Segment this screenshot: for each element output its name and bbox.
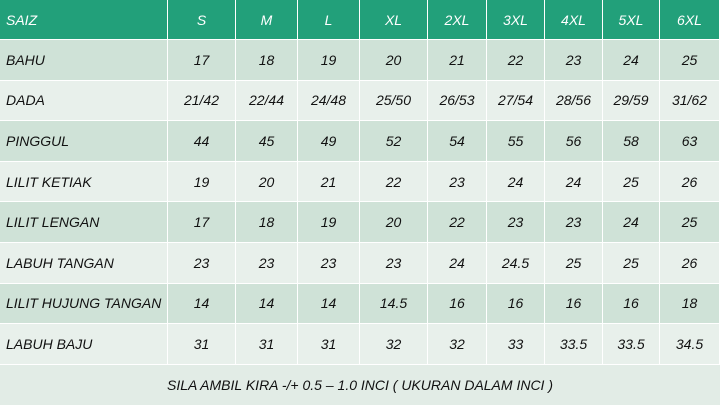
size-value: 22 bbox=[487, 40, 545, 81]
size-value: 16 bbox=[487, 283, 545, 325]
size-value: 23 bbox=[545, 40, 603, 81]
size-value: 22/44 bbox=[236, 80, 298, 122]
header-cell: M bbox=[236, 0, 298, 40]
size-value: 24/48 bbox=[298, 80, 360, 122]
size-value: 23 bbox=[545, 202, 603, 243]
size-value: 23 bbox=[236, 243, 298, 284]
size-value: 55 bbox=[487, 121, 545, 162]
size-value: 21 bbox=[298, 161, 360, 203]
size-value: 18 bbox=[236, 40, 298, 81]
size-value: 26 bbox=[660, 161, 720, 203]
size-value: 63 bbox=[660, 121, 720, 162]
size-value: 32 bbox=[360, 324, 428, 365]
size-value: 23 bbox=[298, 243, 360, 284]
row-label: LABUH TANGAN bbox=[0, 243, 168, 284]
size-value: 20 bbox=[236, 161, 298, 203]
size-value: 14 bbox=[298, 283, 360, 325]
size-value: 23 bbox=[428, 161, 487, 203]
size-value: 54 bbox=[428, 121, 487, 162]
size-value: 23 bbox=[360, 243, 428, 284]
header-cell: SAIZ bbox=[0, 0, 168, 40]
row-label: BAHU bbox=[0, 40, 168, 81]
size-value: 14 bbox=[236, 283, 298, 325]
size-value: 22 bbox=[428, 202, 487, 243]
size-value: 19 bbox=[298, 202, 360, 243]
size-value: 20 bbox=[360, 202, 428, 243]
size-value: 52 bbox=[360, 121, 428, 162]
header-cell: S bbox=[168, 0, 236, 40]
size-value: 58 bbox=[603, 121, 660, 162]
size-value: 56 bbox=[545, 121, 603, 162]
header-cell: XL bbox=[360, 0, 428, 40]
size-value: 27/54 bbox=[487, 80, 545, 122]
size-value: 19 bbox=[168, 161, 236, 203]
size-value: 24 bbox=[545, 161, 603, 203]
size-value: 20 bbox=[360, 40, 428, 81]
size-value: 25 bbox=[660, 202, 720, 243]
size-value: 18 bbox=[660, 283, 720, 325]
row-label: LILIT KETIAK bbox=[0, 161, 168, 203]
size-value: 24.5 bbox=[487, 243, 545, 284]
size-value: 17 bbox=[168, 40, 236, 81]
header-cell: 6XL bbox=[660, 0, 720, 40]
header-cell: 4XL bbox=[545, 0, 603, 40]
header-cell: 5XL bbox=[603, 0, 660, 40]
size-value: 33.5 bbox=[545, 324, 603, 365]
size-value: 25/50 bbox=[360, 80, 428, 122]
size-value: 31 bbox=[298, 324, 360, 365]
size-value: 44 bbox=[168, 121, 236, 162]
size-value: 21 bbox=[428, 40, 487, 81]
size-value: 23 bbox=[487, 202, 545, 243]
size-value: 14 bbox=[168, 283, 236, 325]
size-value: 25 bbox=[603, 161, 660, 203]
size-value: 33.5 bbox=[603, 324, 660, 365]
size-value: 29/59 bbox=[603, 80, 660, 122]
size-value: 31 bbox=[168, 324, 236, 365]
size-value: 18 bbox=[236, 202, 298, 243]
size-value: 33 bbox=[487, 324, 545, 365]
footer-note: SILA AMBIL KIRA -/+ 0.5 – 1.0 INCI ( UKU… bbox=[0, 365, 720, 405]
size-value: 24 bbox=[603, 40, 660, 81]
size-value: 23 bbox=[168, 243, 236, 284]
row-label: LILIT HUJUNG TANGAN bbox=[0, 283, 168, 325]
row-label: PINGGUL bbox=[0, 121, 168, 162]
size-value: 24 bbox=[487, 161, 545, 203]
size-value: 26 bbox=[660, 243, 720, 284]
size-value: 14.5 bbox=[360, 283, 428, 325]
size-value: 45 bbox=[236, 121, 298, 162]
row-label: DADA bbox=[0, 80, 168, 122]
size-value: 26/53 bbox=[428, 80, 487, 122]
size-value: 25 bbox=[545, 243, 603, 284]
size-value: 34.5 bbox=[660, 324, 720, 365]
size-value: 24 bbox=[428, 243, 487, 284]
size-value: 21/42 bbox=[168, 80, 236, 122]
size-value: 25 bbox=[603, 243, 660, 284]
row-label: LILIT LENGAN bbox=[0, 202, 168, 243]
size-value: 31/62 bbox=[660, 80, 720, 122]
size-value: 16 bbox=[545, 283, 603, 325]
size-value: 24 bbox=[603, 202, 660, 243]
size-value: 16 bbox=[428, 283, 487, 325]
size-value: 49 bbox=[298, 121, 360, 162]
size-value: 16 bbox=[603, 283, 660, 325]
size-value: 25 bbox=[660, 40, 720, 81]
size-value: 31 bbox=[236, 324, 298, 365]
size-value: 19 bbox=[298, 40, 360, 81]
size-value: 22 bbox=[360, 161, 428, 203]
row-label: LABUH BAJU bbox=[0, 324, 168, 365]
size-value: 32 bbox=[428, 324, 487, 365]
size-value: 17 bbox=[168, 202, 236, 243]
header-cell: 3XL bbox=[487, 0, 545, 40]
header-cell: 2XL bbox=[428, 0, 487, 40]
size-value: 28/56 bbox=[545, 80, 603, 122]
header-cell: L bbox=[298, 0, 360, 40]
